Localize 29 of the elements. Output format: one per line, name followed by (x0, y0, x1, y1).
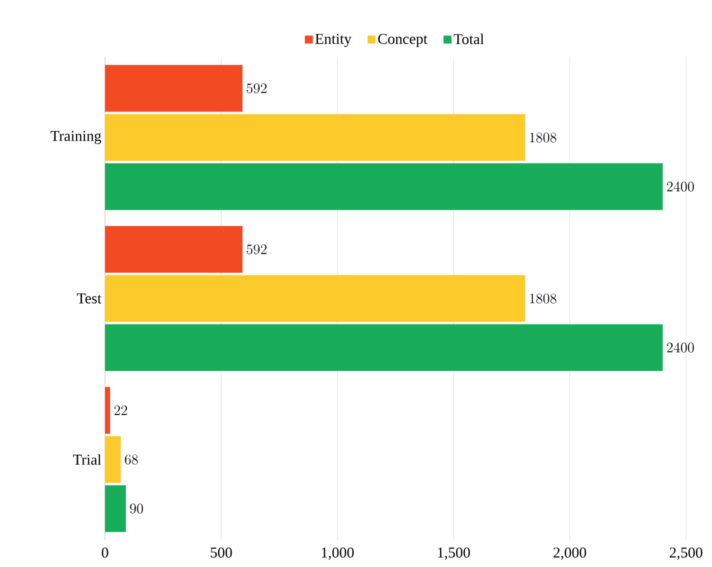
data-label: 90 (130, 504, 143, 514)
data-label: 22 (114, 405, 128, 416)
data-label: 2400 (666, 342, 694, 353)
bar (105, 436, 121, 483)
data-label: 2400 (666, 182, 694, 192)
x-tick-label: 2,000 (554, 548, 586, 560)
x-tick-label: 0 (102, 548, 108, 558)
y-tick-label: Training (50, 130, 102, 144)
data-label: 592 (246, 83, 267, 94)
y-tick-label: Trial (73, 454, 102, 465)
bar (105, 324, 663, 371)
y-tick-label: Test (76, 294, 102, 304)
bar (105, 114, 526, 161)
bar (105, 275, 526, 322)
data-label: 1808 (530, 294, 556, 304)
legend-label: Total (454, 34, 484, 44)
data-label: 592 (246, 244, 267, 254)
legend-label: Entity (315, 34, 352, 48)
bar (105, 226, 243, 273)
data-label: 1808 (530, 132, 556, 142)
bar (105, 485, 126, 532)
bar (105, 65, 243, 112)
x-tick-label: 1,000 (322, 548, 354, 560)
data-label: 68 (124, 454, 138, 464)
bar (105, 163, 663, 210)
legend-label: Concept (378, 34, 428, 48)
x-tick-label: 2,500 (670, 548, 702, 560)
x-tick-label: 1,500 (438, 548, 470, 560)
x-tick-label: 500 (210, 548, 232, 558)
